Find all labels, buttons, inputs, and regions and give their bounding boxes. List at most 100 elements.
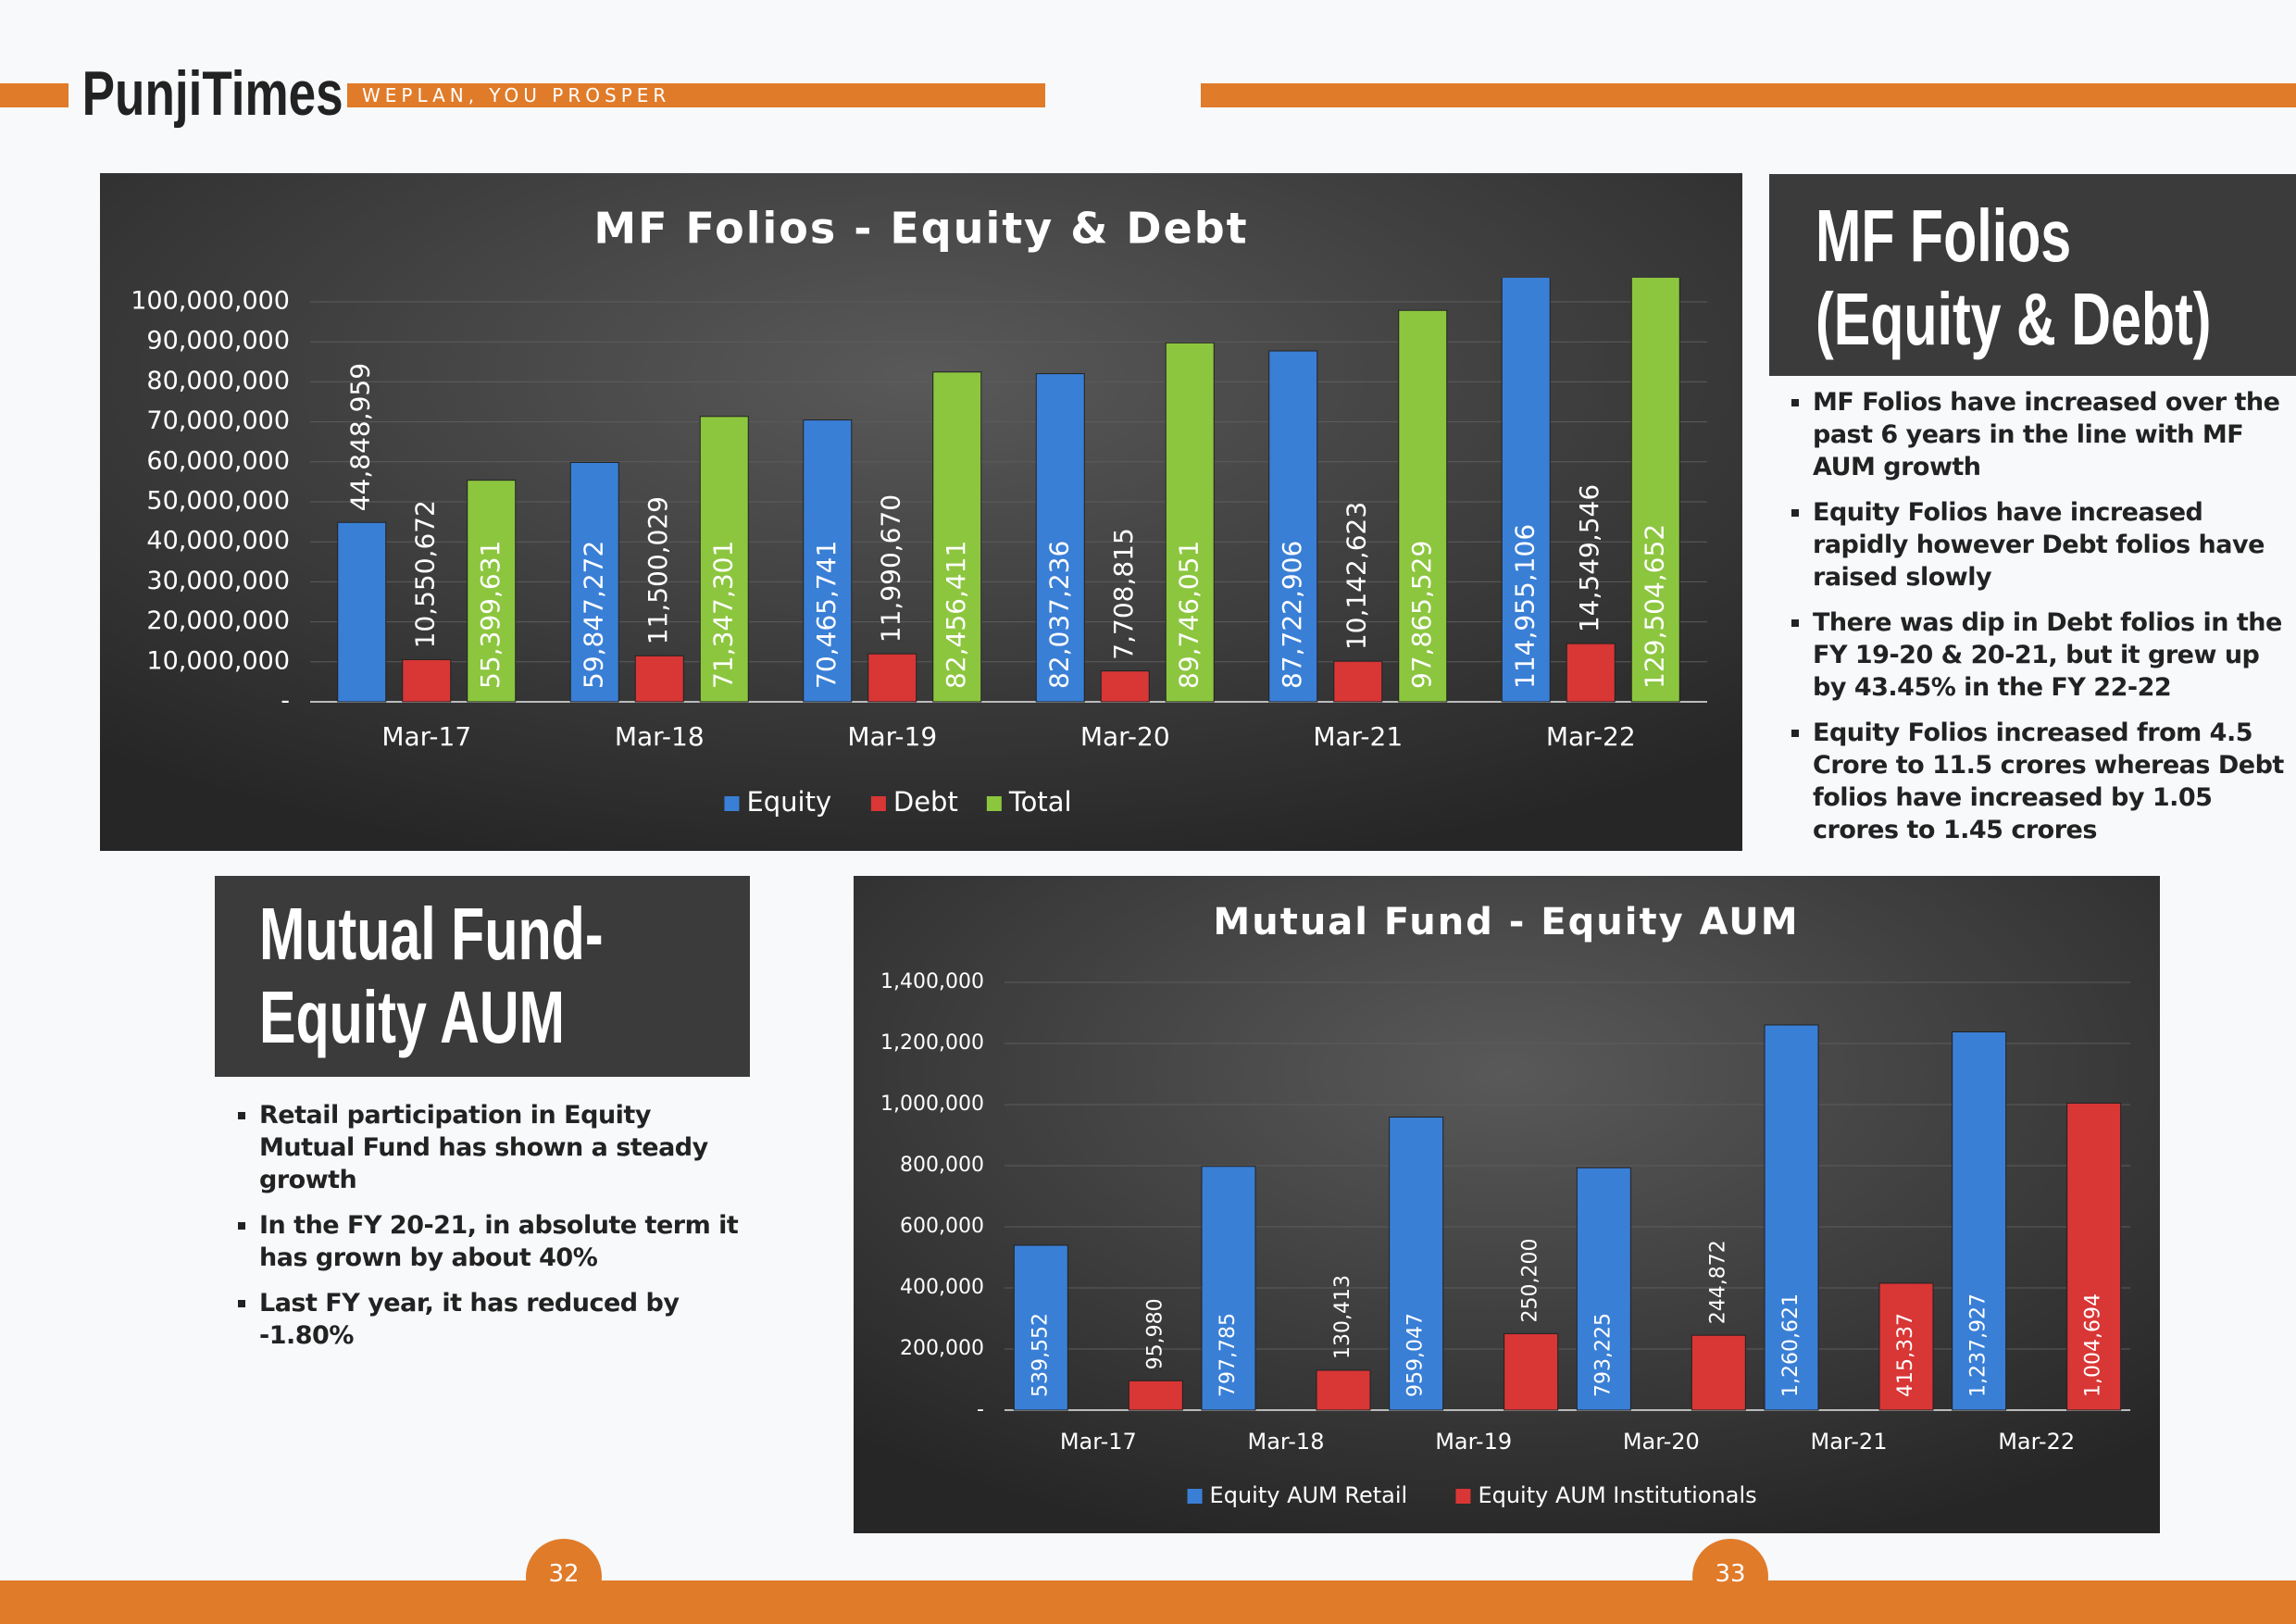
bar bbox=[337, 521, 387, 703]
page-number: 33 bbox=[1692, 1539, 1768, 1615]
bar bbox=[1165, 342, 1215, 703]
bar bbox=[1764, 1024, 1819, 1411]
page-number: 32 bbox=[526, 1539, 602, 1615]
bar bbox=[1389, 1117, 1444, 1411]
legend-label: Debt bbox=[893, 786, 958, 818]
data-label: 415,337 bbox=[1894, 1313, 1917, 1397]
data-label: 71,347,301 bbox=[707, 541, 738, 689]
tagline: WEPLAN, YOU PROSPER bbox=[347, 83, 1045, 107]
bullet-list: Retail participation in Equity Mutual Fu… bbox=[231, 1099, 750, 1365]
y-tick-label: 90,000,000 bbox=[146, 327, 290, 356]
bar bbox=[867, 653, 917, 703]
y-tick-label: 30,000,000 bbox=[146, 567, 290, 595]
data-label: 959,047 bbox=[1404, 1313, 1428, 1397]
x-tick-label: Mar-17 bbox=[381, 721, 471, 752]
y-tick-label: 10,000,000 bbox=[146, 646, 290, 675]
data-label: 130,413 bbox=[1331, 1275, 1354, 1359]
data-label: 797,785 bbox=[1217, 1313, 1240, 1397]
legend-label: Equity AUM Institutionals bbox=[1478, 1482, 1756, 1508]
bar bbox=[932, 371, 982, 703]
bar bbox=[1630, 278, 1680, 703]
x-tick-label: Mar-18 bbox=[615, 721, 705, 752]
y-tick-label: 1,000,000 bbox=[880, 1093, 984, 1116]
chart-panel bbox=[100, 173, 1742, 851]
bullet-list: MF Folios have increased over the past 6… bbox=[1785, 386, 2285, 859]
y-tick-label: 1,400,000 bbox=[880, 970, 984, 993]
data-label: 250,200 bbox=[1519, 1238, 1542, 1322]
x-tick-label: Mar-20 bbox=[1080, 721, 1170, 752]
bar bbox=[1576, 1167, 1631, 1411]
bar bbox=[2066, 1102, 2122, 1411]
bullet: There was dip in Debt folios in the FY 1… bbox=[1813, 606, 2285, 704]
data-label: 11,990,670 bbox=[876, 494, 906, 643]
bullet: Equity Folios have increased rapidly how… bbox=[1813, 496, 2285, 593]
bar bbox=[402, 658, 452, 703]
title-line: MF Folios bbox=[1816, 194, 2072, 277]
y-tick-label: 60,000,000 bbox=[146, 446, 290, 475]
bar bbox=[1100, 670, 1150, 703]
y-tick-label: - bbox=[281, 687, 290, 716]
y-tick-label: 400,000 bbox=[900, 1276, 984, 1299]
bar bbox=[1566, 643, 1616, 703]
bar bbox=[803, 419, 853, 703]
y-tick-label: - bbox=[977, 1398, 984, 1421]
data-label: 1,260,621 bbox=[1779, 1293, 1803, 1397]
section-title: Mutual Fund- Equity AUM bbox=[215, 876, 750, 1077]
data-label: 129,504,652 bbox=[1639, 524, 1669, 689]
x-tick-label: Mar-20 bbox=[1623, 1429, 1700, 1455]
bar bbox=[1316, 1369, 1371, 1411]
bullet: Retail participation in Equity Mutual Fu… bbox=[259, 1099, 750, 1196]
chart-panel bbox=[854, 876, 2160, 1533]
bar bbox=[699, 416, 749, 703]
brand: PunjiTimes bbox=[78, 57, 348, 130]
bar bbox=[1398, 309, 1448, 703]
x-tick-label: Mar-22 bbox=[1546, 721, 1636, 752]
y-tick-label: 40,000,000 bbox=[146, 527, 290, 556]
bar bbox=[569, 461, 619, 703]
y-tick-label: 100,000,000 bbox=[131, 287, 290, 316]
data-label: 1,004,694 bbox=[2082, 1293, 2105, 1397]
title-line: Equity AUM bbox=[259, 976, 565, 1058]
data-label: 1,237,927 bbox=[1967, 1293, 1990, 1397]
data-label: 244,872 bbox=[1706, 1240, 1729, 1324]
data-label: 55,399,631 bbox=[475, 541, 505, 689]
bar bbox=[1201, 1166, 1256, 1411]
y-tick-label: 600,000 bbox=[900, 1215, 984, 1238]
data-label: 10,550,672 bbox=[410, 500, 441, 648]
data-label: 89,746,051 bbox=[1173, 541, 1204, 689]
y-tick-label: 50,000,000 bbox=[146, 487, 290, 516]
data-label: 82,456,411 bbox=[941, 541, 971, 689]
section-title: MF Folios (Equity & Debt) bbox=[1769, 174, 2296, 376]
footer-bar bbox=[0, 1580, 2296, 1624]
bar bbox=[1128, 1380, 1183, 1411]
legend-swatch bbox=[870, 796, 886, 811]
data-label: 539,552 bbox=[1029, 1313, 1052, 1397]
data-label: 70,465,741 bbox=[811, 541, 842, 689]
x-tick-label: Mar-19 bbox=[847, 721, 937, 752]
header-bar bbox=[0, 83, 69, 107]
bar bbox=[1268, 350, 1318, 703]
bar bbox=[467, 480, 517, 703]
data-label: 82,037,236 bbox=[1043, 541, 1074, 689]
bars bbox=[1013, 1024, 2122, 1411]
data-label: 95,980 bbox=[1143, 1298, 1167, 1369]
data-label: 114,955,106 bbox=[1509, 524, 1540, 689]
legend-label: Total bbox=[1008, 786, 1072, 818]
bars bbox=[337, 278, 1680, 703]
y-tick-label: 800,000 bbox=[900, 1154, 984, 1177]
data-label: 97,865,529 bbox=[1406, 541, 1437, 689]
data-label: 7,708,815 bbox=[1108, 528, 1139, 660]
data-label: 11,500,029 bbox=[643, 496, 673, 644]
bar bbox=[1035, 373, 1085, 703]
legend-swatch bbox=[1187, 1489, 1203, 1504]
x-tick-label: Mar-21 bbox=[1811, 1429, 1888, 1455]
title-line: (Equity & Debt) bbox=[1816, 278, 2212, 360]
y-tick-label: 70,000,000 bbox=[146, 406, 290, 435]
y-tick-label: 80,000,000 bbox=[146, 367, 290, 395]
bar bbox=[1504, 1332, 1559, 1411]
y-tick-label: 200,000 bbox=[900, 1337, 984, 1360]
bar bbox=[634, 655, 684, 703]
x-tick-label: Mar-18 bbox=[1248, 1429, 1325, 1455]
